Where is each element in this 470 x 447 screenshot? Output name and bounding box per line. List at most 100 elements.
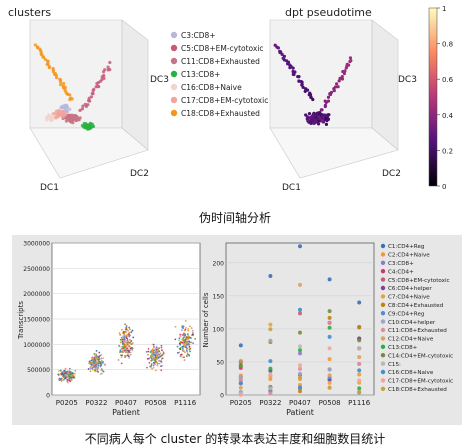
cells-legend-label: C16:CD8+Naive [388,370,434,376]
cells-point [268,338,273,343]
clusters-point-c3 [59,105,64,109]
transcripts-point [128,349,131,352]
transcripts-point [151,367,153,370]
transcripts-point [183,339,186,342]
transcripts-point [68,367,71,370]
transcripts-point [184,336,186,338]
cells-legend-marker [380,336,386,341]
transcripts-point [94,370,97,373]
transcripts-y-tick-label: 0 [46,393,50,400]
clusters-point-c5 [88,99,92,103]
transcripts-point [64,367,67,370]
transcripts-point [96,355,99,358]
dpt-axis-dc1: DC1 [282,183,301,193]
transcripts-point [184,320,187,322]
cells-ylabel: Number of cells [202,292,210,347]
transcripts-point [160,360,163,363]
cells-legend-marker [380,369,386,375]
cells-y-tick-label: 0 [220,393,224,400]
transcripts-y-tick-label: 1500000 [23,317,50,324]
transcripts-point [153,354,156,356]
cells-legend-label: C5:CD8+EM-cytotoxic [388,278,450,284]
dpt-point [340,77,345,81]
transcripts-point [123,344,126,346]
transcripts-point [187,328,190,330]
transcripts-point [127,333,130,335]
dpt-point [300,80,304,84]
transcripts-point [182,336,185,339]
clusters-point-c18 [51,70,55,74]
cells-legend-marker [380,386,386,391]
transcripts-point [123,345,126,348]
transcripts-point [130,340,133,342]
transcripts-point [152,361,155,364]
transcripts-point [99,373,102,375]
transcripts-x-ticks: P0205 P0322 P0407 P0508 P1116 [56,399,197,407]
transcripts-x-tick-label: P0407 [115,399,137,407]
cells-point [268,386,273,391]
cells-point [238,363,243,368]
dpt-point [308,116,312,120]
clusters-point-c5 [80,107,85,111]
transcripts-point [100,359,103,362]
cells-point [357,300,362,305]
dpt-colorbar-tick-label: 1 [442,5,446,13]
transcripts-point [178,337,181,340]
transcripts-point [151,356,154,359]
transcripts-point [119,338,122,341]
transcripts-point [151,349,154,352]
transcripts-point [129,342,131,344]
transcripts-point [130,331,133,334]
cells-points [238,244,362,397]
transcripts-point [93,361,96,364]
clusters-legend-marker [170,57,178,65]
cells-point [238,385,243,390]
cells-legend-label: C15: [388,362,401,368]
clusters-point-c5 [91,92,95,96]
transcripts-point [160,349,163,352]
clusters-axis-dc1: DC1 [40,183,59,193]
transcripts-point [129,328,131,331]
transcripts-point [126,339,129,341]
dpt-point [291,66,295,70]
cells-point [238,375,243,380]
transcripts-point [70,373,72,375]
dpt-point [314,112,318,116]
transcripts-point [188,325,191,328]
dpt-point [307,112,312,116]
transcripts-point [90,362,93,364]
cells-point [327,346,332,351]
transcripts-point [183,341,186,344]
cells-x-tick-label: P0322 [259,399,281,407]
transcripts-point [131,349,134,352]
cells-y-tick-label: 200 [213,260,225,267]
transcripts-point [185,344,187,347]
transcripts-point [64,371,67,373]
transcripts-points [57,320,197,384]
cells-point [357,325,362,330]
transcripts-point [100,363,103,366]
cells-legend-label: C6:CD4+helper [388,286,432,292]
transcripts-point [58,370,60,372]
transcripts-point [96,360,99,363]
clusters-point-c18 [46,59,50,63]
dpt-point [335,82,339,86]
clusters-point-c16 [51,115,55,119]
transcripts-point [126,351,129,354]
clusters-point-c13 [91,124,96,129]
dpt-point [280,52,284,57]
transcripts-point [94,364,97,367]
cells-point [298,363,302,368]
transcripts-point [67,377,70,379]
transcripts-point [150,363,153,365]
cells-point [327,367,332,372]
dpt-point [336,85,340,89]
transcripts-point [154,352,156,355]
transcripts-point [185,355,188,357]
clusters-point-c18 [58,80,63,84]
cells-legend-label: C11:CD8+Exhausted [388,328,447,334]
transcripts-point [100,354,102,356]
clusters-title: clusters [8,6,51,19]
cells-legend-marker [380,260,386,265]
